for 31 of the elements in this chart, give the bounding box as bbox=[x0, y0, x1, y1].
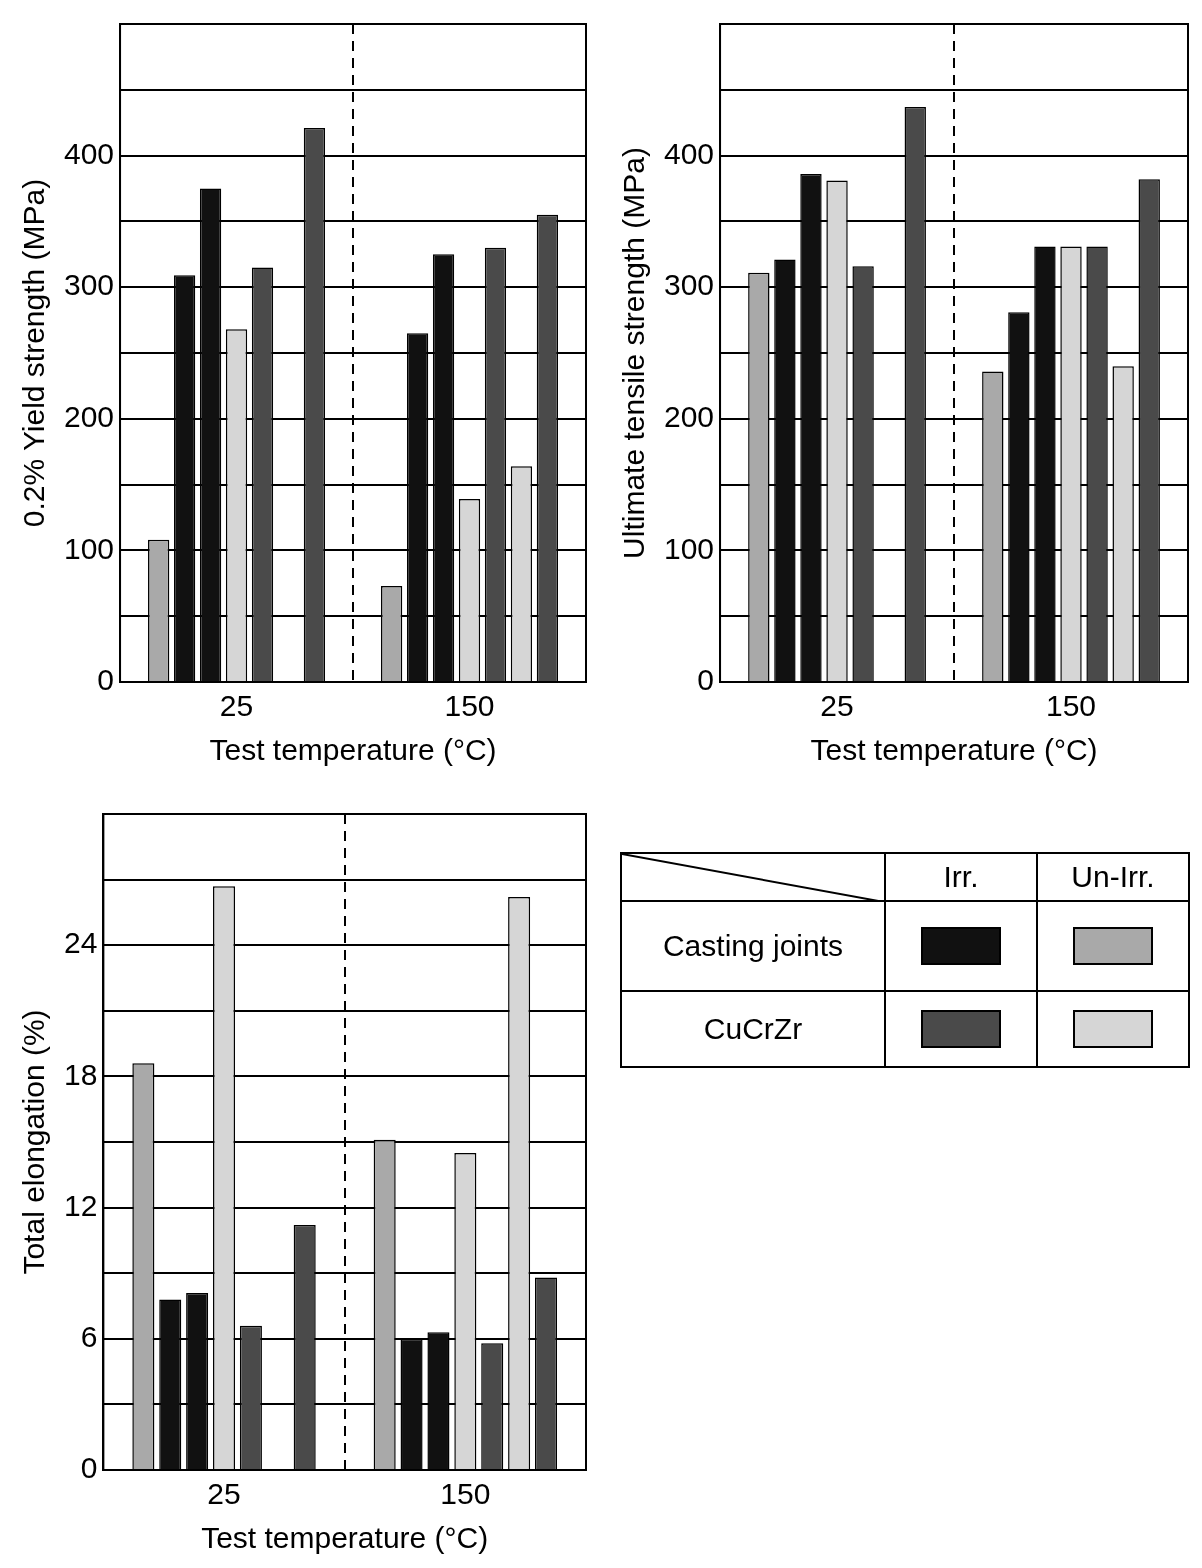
x-tick-label: 150 bbox=[1045, 689, 1097, 723]
y-tick-label: 24 bbox=[63, 926, 98, 960]
x-tick-label: 25 bbox=[820, 689, 854, 723]
x-tick-label: 25 bbox=[207, 1477, 241, 1511]
y-axis-title: Total elongation (%) bbox=[17, 1009, 51, 1275]
y-tick-label: 100 bbox=[663, 531, 715, 565]
text: Casting joints bbox=[621, 901, 885, 991]
y-tick-label: 18 bbox=[63, 1057, 98, 1091]
y-tick-label: 400 bbox=[663, 136, 715, 170]
x-tick-label: 150 bbox=[444, 689, 495, 723]
y-axis-title: 0.2% Yield strength (MPa) bbox=[17, 178, 51, 528]
y-tick-label: 6 bbox=[80, 1320, 98, 1354]
y-tick-label: 200 bbox=[63, 400, 115, 434]
x-axis-title: Test temperature (°C) bbox=[201, 1521, 489, 1555]
y-tick-label: 400 bbox=[63, 136, 115, 170]
text: CuCrZr bbox=[621, 991, 885, 1067]
y-tick-label: 0 bbox=[80, 1451, 98, 1485]
y-tick-label: 300 bbox=[663, 268, 715, 302]
text: Irr. bbox=[885, 853, 1037, 901]
y-tick-label: 300 bbox=[63, 268, 115, 302]
y-axis-title: Ultimate tensile strength (MPa) bbox=[617, 147, 651, 559]
x-tick-label: 25 bbox=[219, 689, 254, 723]
y-tick-label: 12 bbox=[63, 1188, 98, 1222]
text: Un-Irr. bbox=[1037, 853, 1189, 901]
x-axis-title: Test temperature (°C) bbox=[810, 733, 1098, 767]
y-tick-label: 0 bbox=[97, 663, 115, 697]
y-tick-label: 0 bbox=[697, 663, 715, 697]
y-tick-label: 200 bbox=[663, 400, 715, 434]
y-tick-label: 100 bbox=[63, 531, 115, 565]
x-axis-title: Test temperature (°C) bbox=[209, 733, 497, 767]
x-tick-label: 150 bbox=[440, 1477, 491, 1511]
